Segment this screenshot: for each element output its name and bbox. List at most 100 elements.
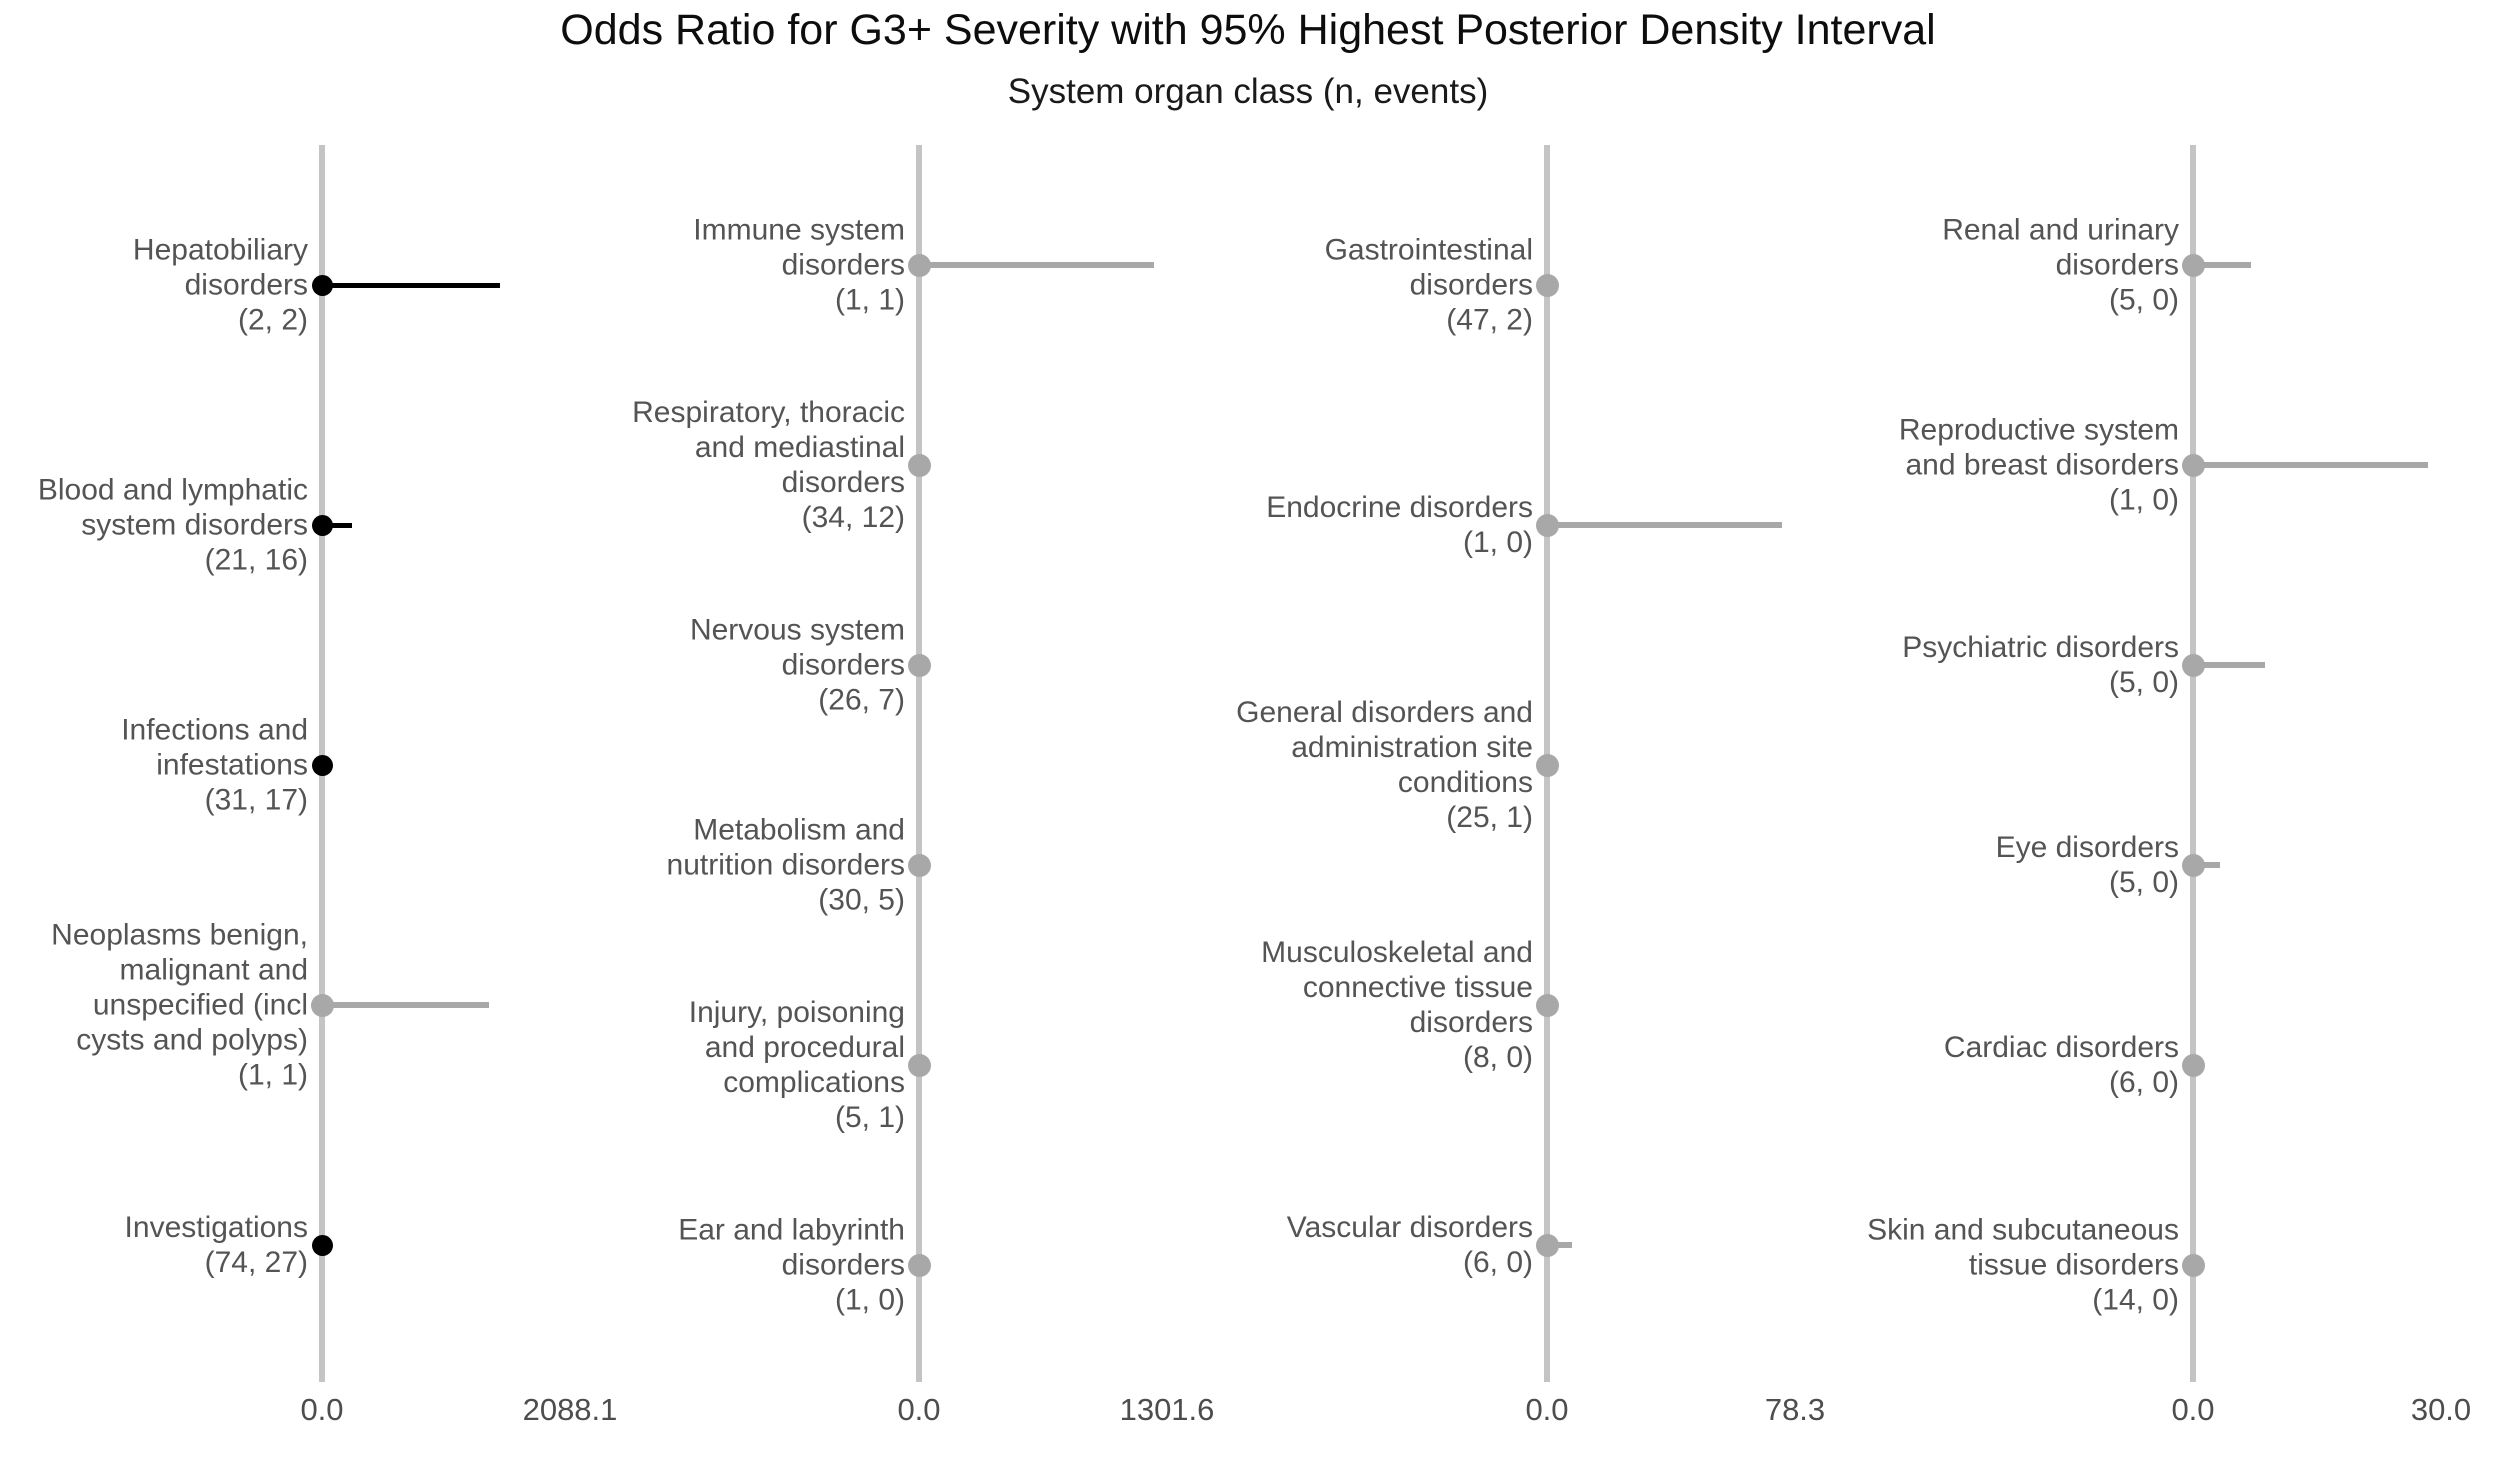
soc-row-label: Psychiatric disorders (5, 0) [1839,630,2179,700]
soc-counts: (1, 0) [2108,483,2179,517]
x-tick-zero: 0.0 [2171,1392,2215,1427]
soc-row-label: Eye disorders (5, 0) [1839,830,2179,900]
point-estimate-dot [311,514,333,536]
soc-name: Vascular disorders [1286,1211,1533,1244]
hpd-interval-line [2193,462,2428,468]
soc-name: Blood and lymphatic system disorders [37,473,308,542]
soc-name: Investigations [124,1211,308,1244]
soc-counts: (5, 0) [2108,283,2179,317]
soc-counts: (74, 27) [204,1246,308,1279]
hpd-interval-line [2193,662,2265,668]
soc-counts: (5, 1) [834,1101,905,1134]
point-estimate-dot [1535,753,1559,777]
soc-name: Neoplasms benign, malignant and unspecif… [51,918,308,1057]
chart-subtitle: System organ class (n, events) [1007,72,1489,111]
point-estimate-dot [310,993,334,1017]
soc-counts: (5, 0) [2108,866,2179,899]
soc-name: Respiratory, thoracic and mediastinal di… [632,396,905,499]
x-tick-zero: 0.0 [897,1392,941,1427]
x-tick-max: 30.0 [2410,1392,2472,1427]
hpd-interval-line [2193,862,2220,868]
soc-row-label: Reproductive system and breast disorders… [1839,413,2179,518]
soc-name: Injury, poisoning and procedural complic… [688,996,905,1099]
point-estimate-dot [2181,653,2205,677]
soc-counts: (1, 1) [237,1058,308,1092]
soc-name: Hepatobiliary disorders [132,233,308,302]
point-estimate-dot [2181,453,2205,477]
soc-row-label: Respiratory, thoracic and mediastinal di… [565,395,905,535]
soc-counts: (31, 17) [204,783,308,817]
soc-counts: (21, 16) [204,543,308,577]
soc-row-label: Ear and labyrinth disorders (1, 0) [565,1213,905,1318]
point-estimate-dot [1535,273,1559,297]
point-estimate-dot [1535,513,1559,537]
soc-name: Eye disorders [1995,831,2179,864]
soc-counts: (2, 2) [237,303,308,337]
soc-counts: (30, 5) [818,883,905,917]
soc-counts: (1, 0) [1462,526,1533,559]
point-estimate-dot [311,1234,333,1256]
soc-name: Cardiac disorders [1943,1031,2179,1064]
point-estimate-dot [2181,1053,2205,1077]
point-estimate-dot [1535,1233,1559,1257]
hpd-interval-line [322,522,352,528]
soc-name: Endocrine disorders [1266,491,1533,524]
soc-name: Reproductive system and breast disorders [1898,413,2179,482]
soc-row-label: Vascular disorders (6, 0) [1193,1210,1533,1280]
chart-title: Odds Ratio for G3+ Severity with 95% Hig… [560,6,1936,54]
soc-row-label: Immune system disorders (1, 1) [565,213,905,318]
point-estimate-dot [907,653,931,677]
point-estimate-dot [907,453,931,477]
point-estimate-dot [907,253,931,277]
soc-row-label: Musculoskeletal and connective tissue di… [1193,935,1533,1075]
soc-row-label: Neoplasms benign, malignant and unspecif… [0,918,308,1093]
point-estimate-dot [311,274,333,296]
hpd-interval-line [322,1002,489,1008]
axis-line [916,145,922,1382]
x-tick-zero: 0.0 [1525,1392,1569,1427]
hpd-interval-line [1547,1242,1572,1248]
soc-row-label: Nervous system disorders (26, 7) [565,613,905,718]
soc-counts: (14, 0) [2092,1283,2179,1317]
soc-row-label: Renal and urinary disorders (5, 0) [1839,213,2179,318]
soc-name: Musculoskeletal and connective tissue di… [1261,936,1533,1039]
point-estimate-dot [2181,253,2205,277]
soc-name: Psychiatric disorders [1902,631,2179,664]
x-tick-zero: 0.0 [300,1392,344,1427]
soc-name: Ear and labyrinth disorders [678,1213,905,1282]
soc-row-label: Investigations (74, 27) [0,1210,308,1280]
point-estimate-dot [311,754,333,776]
soc-row-label: Endocrine disorders (1, 0) [1193,490,1533,560]
hpd-interval-line [2193,262,2251,268]
soc-counts: (34, 12) [801,501,905,534]
point-estimate-dot [2181,853,2205,877]
hpd-interval-line [1547,522,1782,528]
soc-name: Renal and urinary disorders [1942,213,2179,282]
soc-name: Immune system disorders [693,213,905,282]
soc-row-label: Hepatobiliary disorders (2, 2) [0,233,308,338]
soc-name: Nervous system disorders [689,613,905,682]
soc-counts: (1, 1) [834,283,905,317]
soc-row-label: Skin and subcutaneous tissue disorders (1… [1839,1213,2179,1318]
soc-name: Skin and subcutaneous tissue disorders [1867,1213,2179,1282]
soc-counts: (6, 0) [2108,1066,2179,1099]
axis-line [2190,145,2196,1382]
soc-counts: (5, 0) [2108,666,2179,699]
soc-counts: (6, 0) [1462,1246,1533,1279]
soc-row-label: Metabolism and nutrition disorders (30, 5… [565,813,905,918]
point-estimate-dot [2181,1253,2205,1277]
soc-counts: (8, 0) [1462,1041,1533,1074]
soc-name: Infections and infestations [121,713,308,782]
soc-counts: (1, 0) [834,1283,905,1317]
point-estimate-dot [1535,993,1559,1017]
hpd-interval-line [919,262,1154,268]
soc-counts: (47, 2) [1446,303,1533,337]
x-tick-max: 78.3 [1764,1392,1826,1427]
soc-counts: (25, 1) [1446,801,1533,834]
point-estimate-dot [907,853,931,877]
soc-row-label: Infections and infestations (31, 17) [0,713,308,818]
hpd-interval-line [322,282,500,288]
soc-name: Metabolism and nutrition disorders [666,813,905,882]
soc-row-label: Gastrointestinal disorders (47, 2) [1193,233,1533,338]
